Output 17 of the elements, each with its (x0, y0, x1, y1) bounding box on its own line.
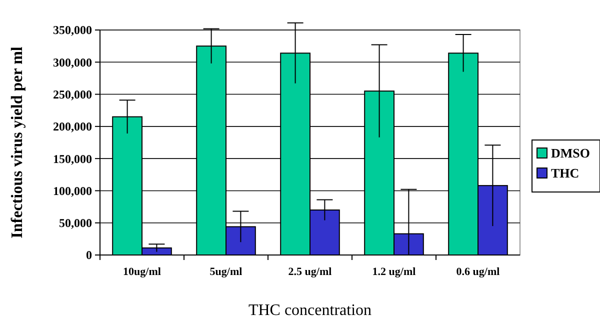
y-tick-label: 300,000 (53, 55, 92, 70)
x-tick-label: 5ug/ml (210, 266, 242, 278)
x-tick-label: 1.2 ug/ml (372, 266, 416, 278)
y-tick-label: 200,000 (53, 120, 92, 134)
y-tick-label: 150,000 (53, 152, 92, 166)
y-tick-label: 0 (86, 248, 92, 262)
x-axis-title: THC concentration (248, 302, 372, 319)
y-tick-label: 100,000 (53, 184, 92, 198)
legend-label: THC (551, 166, 580, 181)
legend-label: DMSO (551, 146, 590, 161)
x-tick-label: 10ug/ml (123, 266, 161, 278)
x-tick-label: 2.5 ug/ml (288, 266, 332, 278)
y-tick-label: 350,000 (53, 23, 92, 38)
y-tick-label: 50,000 (59, 216, 92, 230)
x-tick-label: 0.6 ug/ml (456, 266, 500, 278)
y-axis-title: Infectious virus yield per ml (9, 46, 26, 238)
y-tick-label: 250,000 (53, 87, 92, 102)
